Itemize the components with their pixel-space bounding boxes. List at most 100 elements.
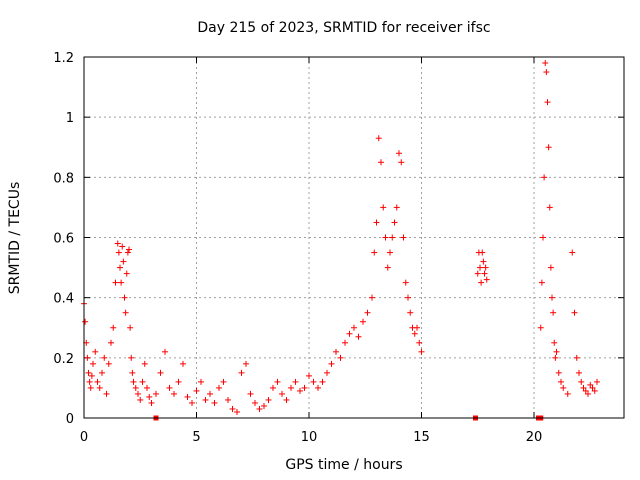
data-point	[360, 318, 366, 325]
data-point	[171, 390, 177, 397]
data-point	[382, 234, 389, 241]
data-point	[393, 204, 400, 211]
data-point	[411, 330, 418, 337]
data-point	[580, 384, 587, 391]
data-point	[292, 378, 299, 385]
data-point	[578, 378, 585, 385]
data-point	[123, 270, 130, 277]
data-point	[247, 390, 254, 397]
data-point	[569, 249, 576, 256]
data-point	[391, 219, 398, 226]
data-point	[120, 258, 127, 265]
data-point	[87, 384, 94, 391]
chart-title: Day 215 of 2023, SRMTID for receiver ifs…	[197, 20, 490, 36]
data-point	[553, 348, 560, 355]
data-point	[585, 390, 591, 397]
data-point	[306, 372, 312, 379]
data-point	[274, 378, 281, 385]
data-point	[117, 264, 123, 271]
data-point	[118, 279, 125, 286]
data-point	[225, 396, 231, 403]
data-point	[135, 390, 141, 397]
data-point	[384, 264, 391, 271]
data-point	[288, 384, 294, 391]
data-point	[114, 240, 121, 247]
data-point	[547, 264, 554, 271]
data-point	[162, 348, 168, 355]
data-point	[108, 339, 114, 346]
data-point	[405, 294, 411, 301]
data-point	[261, 402, 267, 409]
x-tick-label: 0	[80, 430, 88, 445]
data-point	[555, 369, 562, 376]
data-point	[537, 324, 544, 331]
data-point	[86, 378, 93, 385]
data-point	[121, 294, 128, 301]
data-point	[130, 378, 137, 385]
data-point	[180, 360, 186, 367]
y-tick-label: 0.6	[53, 232, 74, 247]
data-point	[544, 99, 551, 106]
data-point	[552, 354, 559, 361]
data-point	[589, 384, 596, 391]
data-point	[480, 258, 487, 265]
data-point	[342, 339, 348, 346]
data-point	[129, 369, 136, 376]
data-point	[324, 369, 330, 376]
data-point	[234, 408, 240, 415]
data-point	[96, 384, 103, 391]
data-point	[576, 369, 582, 376]
data-point	[90, 360, 96, 367]
data-point	[355, 333, 362, 340]
data-point	[541, 174, 548, 181]
data-point	[132, 384, 139, 391]
data-point	[297, 387, 303, 394]
data-point	[545, 144, 552, 151]
data-point	[189, 399, 195, 406]
data-point	[115, 249, 122, 256]
data-point	[550, 309, 557, 316]
data-point	[573, 354, 580, 361]
data-point	[198, 378, 204, 385]
data-point	[166, 384, 173, 391]
data-point	[380, 204, 387, 211]
data-point	[407, 309, 414, 316]
data-point	[126, 246, 132, 253]
data-point	[378, 159, 384, 166]
data-point	[564, 390, 571, 397]
data-point	[184, 393, 191, 400]
data-point	[157, 369, 164, 376]
data-point	[594, 378, 600, 385]
data-point	[551, 339, 558, 346]
data-point	[122, 309, 129, 316]
axis-ticks: 0 5 10 15 20 0 0.2 0.4 0.6 0.8 1 1.2	[53, 51, 624, 445]
data-point	[474, 270, 481, 277]
data-point	[211, 399, 218, 406]
data-point	[124, 249, 131, 256]
data-point	[301, 384, 308, 391]
plot-frame	[83, 56, 625, 419]
data-point	[283, 396, 290, 403]
data-point	[193, 387, 200, 394]
data-point	[481, 270, 488, 277]
data-point	[587, 381, 594, 388]
data-point	[540, 234, 546, 241]
data-points	[81, 60, 600, 421]
data-point	[279, 390, 285, 397]
data-point	[270, 384, 276, 391]
x-axis-label: GPS time / hours	[285, 457, 402, 473]
data-point	[477, 264, 483, 271]
data-point	[148, 399, 155, 406]
data-point	[543, 69, 550, 76]
data-point	[416, 339, 423, 346]
data-point	[175, 378, 182, 385]
y-tick-label: 0.8	[53, 171, 74, 186]
data-point	[582, 387, 589, 394]
data-point	[99, 369, 105, 376]
data-point	[112, 279, 119, 286]
data-point	[256, 405, 263, 412]
data-point	[560, 384, 567, 391]
data-point	[252, 399, 258, 406]
data-point	[265, 396, 272, 403]
